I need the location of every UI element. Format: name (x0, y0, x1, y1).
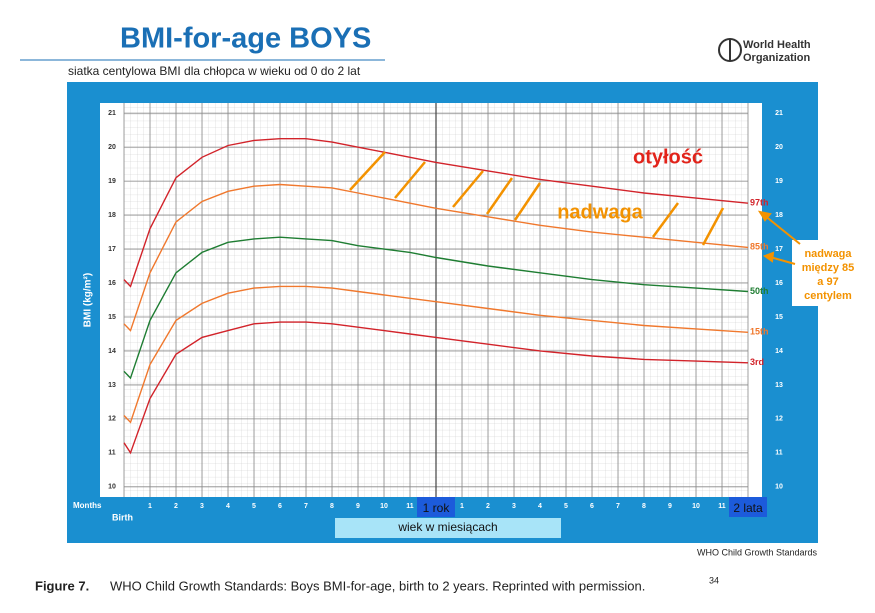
note-line: między 85 (802, 262, 855, 274)
x-tick-label: 9 (356, 503, 360, 510)
y-tick-label: 21 (775, 110, 783, 117)
note-box (792, 240, 864, 306)
series-label: 3rd (750, 357, 764, 367)
x-tick-label: 1 (460, 503, 464, 510)
note-arrow (769, 256, 796, 265)
y-tick-label: 19 (108, 178, 116, 185)
annotation-overweight: nadwaga (557, 201, 643, 223)
y-tick-label: 18 (775, 212, 783, 219)
x-tick-label: 5 (564, 503, 568, 510)
series-line (123, 183, 749, 332)
x-tick-label: 8 (642, 503, 646, 510)
caption-ref: 34 (709, 575, 719, 585)
x-tick-label: 2 lata (733, 501, 763, 515)
caption-label: Figure 7. (35, 578, 89, 593)
y-tick-label: 12 (775, 416, 783, 423)
series-line (123, 236, 749, 380)
y-tick-label: 15 (108, 314, 116, 321)
hatch (394, 161, 426, 199)
series-label: 50th (750, 286, 769, 296)
caption: WHO Child Growth Standards: Boys BMI-for… (110, 578, 645, 593)
x-tick-label: 6 (278, 503, 282, 510)
y-tick-label: 14 (775, 348, 783, 355)
y-tick-label: 14 (108, 348, 116, 355)
x-tick-label: 6 (590, 503, 594, 510)
x-tick-label: 2 (486, 503, 490, 510)
y-tick-label: 11 (108, 450, 116, 457)
logo-emblem (718, 38, 742, 62)
note-arrowhead (757, 210, 772, 222)
y-tick-label: 15 (775, 314, 783, 321)
y-tick-label: 20 (108, 144, 116, 151)
who-logo: World Health Organization (718, 38, 811, 64)
x-axis-label: wiek w miesiącach (397, 520, 497, 534)
x-tick-label: 5 (252, 503, 256, 510)
y-tick-label: 11 (775, 450, 783, 457)
y-tick-label: 10 (108, 484, 116, 491)
y-tick-label: 13 (108, 382, 116, 389)
org-name: World Health (743, 39, 811, 51)
org-name: Organization (743, 52, 811, 64)
y-tick-label: 21 (108, 110, 116, 117)
x-tick-label: 11 (406, 503, 414, 510)
x-tick-label: 10 (692, 503, 700, 510)
x-tick-label: 7 (304, 503, 308, 510)
x-tick-label: 10 (380, 503, 388, 510)
y-tick-label: 17 (775, 246, 783, 253)
note-arrowhead (762, 251, 775, 263)
series-label: 97th (750, 198, 769, 208)
x-tick-label: 3 (512, 503, 516, 510)
annotation-obesity: otyłość (633, 146, 703, 168)
subtitle: siatka centylowa BMI dla chłopca w wieku… (68, 64, 361, 78)
series-line (123, 285, 749, 424)
hatch (651, 202, 680, 238)
title: BMI-for-age BOYS (120, 23, 371, 55)
x-tick-box (729, 497, 767, 517)
x-tick-label: 8 (330, 503, 334, 510)
note-arrow (763, 214, 801, 245)
x-tick-label: 1 rok (423, 501, 451, 515)
note-line: a 97 (817, 276, 838, 288)
hatching (349, 151, 725, 246)
hatch (452, 170, 484, 208)
y-tick-label: 18 (108, 212, 116, 219)
y-tick-label: 17 (108, 246, 116, 253)
note-line: nadwaga (804, 248, 852, 260)
hatch (485, 177, 514, 215)
note-line: centylem (804, 290, 852, 302)
xlabel-box (335, 518, 561, 538)
y-axis-label: BMI (kg/m²) (83, 273, 94, 327)
x-tick-label: 3 (200, 503, 204, 510)
series-line (123, 321, 749, 455)
y-tick-label: 19 (775, 178, 783, 185)
hatch (701, 207, 725, 246)
x-tick-box (417, 497, 455, 517)
months-label: Months (73, 501, 102, 510)
x-tick-label: Birth (112, 512, 133, 522)
x-tick-label: 1 (148, 503, 152, 510)
y-tick-label: 13 (775, 382, 783, 389)
series-label: 85th (750, 242, 769, 252)
series-label: 15th (750, 327, 769, 337)
hatch (513, 182, 542, 221)
y-tick-label: 16 (775, 280, 783, 287)
x-tick-label: 11 (718, 503, 726, 510)
x-tick-label: 9 (668, 503, 672, 510)
series-line (123, 138, 749, 288)
x-tick-label: 7 (616, 503, 620, 510)
x-tick-label: 4 (226, 503, 230, 510)
y-tick-label: 16 (108, 280, 116, 287)
y-tick-label: 20 (775, 144, 783, 151)
y-tick-label: 10 (775, 484, 783, 491)
x-tick-label: 4 (538, 503, 542, 510)
y-tick-label: 12 (108, 416, 116, 423)
source: WHO Child Growth Standards (697, 547, 818, 557)
x-tick-label: 2 (174, 503, 178, 510)
hatch (349, 151, 386, 191)
